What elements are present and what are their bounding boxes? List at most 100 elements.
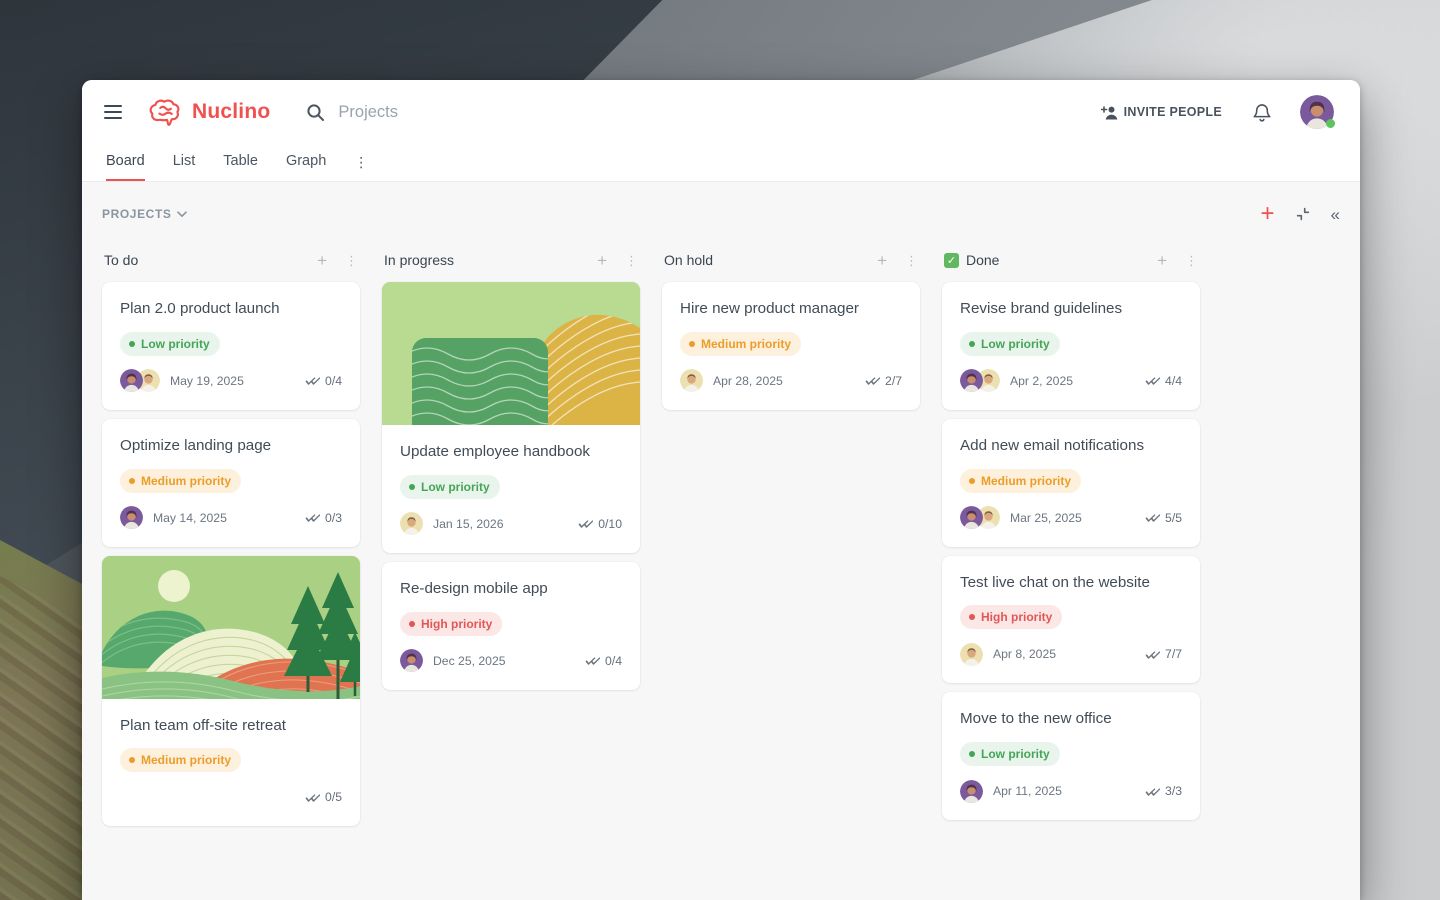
menu-icon[interactable]: [104, 100, 128, 124]
column-todo: To do + ⋮ Plan 2.0 product launch Low pr…: [102, 250, 360, 827]
column-menu-button[interactable]: ⋮: [345, 252, 358, 268]
card[interactable]: Test live chat on the website High prior…: [942, 555, 1200, 684]
priority-badge: Low priority: [120, 331, 220, 356]
priority-label: Medium priority: [141, 473, 232, 488]
task-count: 4/4: [1165, 373, 1182, 388]
priority-label: Medium priority: [701, 336, 792, 351]
tab-board[interactable]: Board: [106, 144, 145, 181]
due-date: May 19, 2025: [170, 373, 244, 388]
assignee-avatars: [960, 369, 1000, 393]
invite-people-label: INVITE PEOPLE: [1123, 105, 1222, 119]
tab-graph[interactable]: Graph: [285, 153, 327, 169]
card-title: Plan 2.0 product launch: [120, 300, 280, 317]
assignee-avatars: [960, 779, 983, 803]
column-menu-button[interactable]: ⋮: [625, 252, 638, 268]
card[interactable]: Revise brand guidelines Low priority: [942, 282, 1200, 410]
priority-badge: High priority: [400, 611, 503, 636]
add-card-button[interactable]: +: [877, 250, 887, 270]
checklist-icon: [305, 794, 321, 802]
brain-icon: [149, 99, 180, 126]
priority-dot-icon: [969, 340, 975, 347]
card[interactable]: Plan 2.0 product launch Low priority: [102, 282, 360, 410]
priority-label: Low priority: [981, 336, 1050, 351]
done-checkbox-icon: ✓: [944, 252, 959, 268]
card[interactable]: Add new email notifications Medium prior…: [942, 418, 1200, 547]
card-title: Re-design mobile app: [400, 579, 548, 597]
priority-dot-icon: [129, 477, 135, 484]
card[interactable]: Optimize landing page Medium priority: [102, 418, 360, 547]
user-avatar[interactable]: [1300, 95, 1335, 129]
due-date: Apr 28, 2025: [713, 373, 783, 388]
column-menu-button[interactable]: ⋮: [1185, 252, 1198, 268]
task-progress: 0/10: [576, 517, 622, 531]
column-title: In progress: [384, 252, 455, 268]
collapse-icon: [1296, 207, 1309, 221]
checklist-icon: [1145, 787, 1161, 796]
tab-table[interactable]: Table: [223, 153, 258, 169]
priority-badge: Low priority: [960, 331, 1060, 356]
card[interactable]: Plan team off-site retreat Medium priori…: [102, 555, 360, 827]
search-box[interactable]: [306, 102, 569, 122]
priority-dot-icon: [689, 340, 695, 347]
topbar: Nuclino INVITE PEOPLE: [82, 80, 1360, 144]
chevron-down-icon: [177, 210, 188, 217]
card-title: Move to the new office: [960, 710, 1112, 728]
due-date: Dec 25, 2025: [433, 653, 506, 668]
priority-dot-icon: [969, 751, 975, 757]
search-icon: [307, 103, 325, 121]
priority-badge: Medium priority: [120, 748, 242, 773]
priority-dot-icon: [409, 483, 415, 490]
collection-selector[interactable]: PROJECTS: [102, 207, 188, 221]
board-content: PROJECTS + «: [82, 182, 1360, 827]
card[interactable]: Re-design mobile app High priority: [382, 561, 640, 690]
priority-dot-icon: [129, 340, 135, 347]
notifications-button[interactable]: [1252, 102, 1272, 123]
task-progress: 7/7: [1143, 647, 1182, 661]
priority-label: High priority: [981, 610, 1053, 625]
column-title: To do: [104, 252, 139, 268]
priority-dot-icon: [409, 620, 415, 627]
add-card-button[interactable]: +: [597, 250, 607, 270]
task-count: 2/7: [885, 373, 902, 388]
invite-people-button[interactable]: INVITE PEOPLE: [1100, 105, 1222, 120]
collection-label: PROJECTS: [102, 207, 172, 221]
collapse-cards-button[interactable]: [1295, 206, 1311, 222]
checklist-icon: [305, 377, 321, 385]
column-header: On hold + ⋮: [662, 250, 920, 270]
collapse-panel-button[interactable]: «: [1330, 204, 1340, 224]
checklist-icon: [585, 657, 601, 665]
due-date: Mar 25, 2025: [1010, 510, 1082, 525]
checklist-icon: [1145, 514, 1161, 522]
card[interactable]: Hire new product manager Medium priority: [662, 282, 920, 410]
tabs-overflow-button[interactable]: ⋮: [354, 154, 369, 170]
assignee-avatars: [680, 369, 703, 393]
checklist-icon: [305, 514, 321, 522]
due-date: Apr 8, 2025: [993, 647, 1057, 662]
add-card-button[interactable]: +: [1157, 250, 1167, 270]
search-input[interactable]: [338, 102, 569, 122]
card-title: Update employee handbook: [400, 443, 590, 460]
column-header: ✓ Done + ⋮: [942, 250, 1200, 270]
man-avatar: [680, 369, 703, 393]
column-on-hold: On hold + ⋮ Hire new product manager Med…: [662, 250, 920, 410]
task-progress: 3/3: [1143, 784, 1182, 798]
task-count: 0/3: [325, 510, 342, 525]
woman-avatar: [120, 506, 143, 529]
assignee-avatars: [120, 506, 143, 529]
card-title: Optimize landing page: [120, 436, 272, 454]
priority-badge: Medium priority: [960, 468, 1082, 493]
add-card-button[interactable]: +: [317, 250, 327, 270]
nuclino-logo[interactable]: Nuclino: [148, 97, 270, 127]
priority-label: Low priority: [421, 479, 490, 494]
card[interactable]: Move to the new office Low priority: [942, 692, 1200, 820]
woman-avatar: [960, 506, 983, 529]
card-title: Hire new product manager: [680, 300, 859, 317]
add-item-button[interactable]: +: [1260, 200, 1275, 227]
priority-label: Medium priority: [141, 753, 232, 768]
man-avatar: [400, 512, 423, 536]
column-menu-button[interactable]: ⋮: [905, 252, 918, 268]
column-title: ✓ Done: [944, 252, 999, 268]
card[interactable]: Update employee handbook Low priority: [382, 282, 640, 553]
task-progress: 2/7: [863, 374, 902, 388]
tab-list[interactable]: List: [172, 153, 196, 169]
